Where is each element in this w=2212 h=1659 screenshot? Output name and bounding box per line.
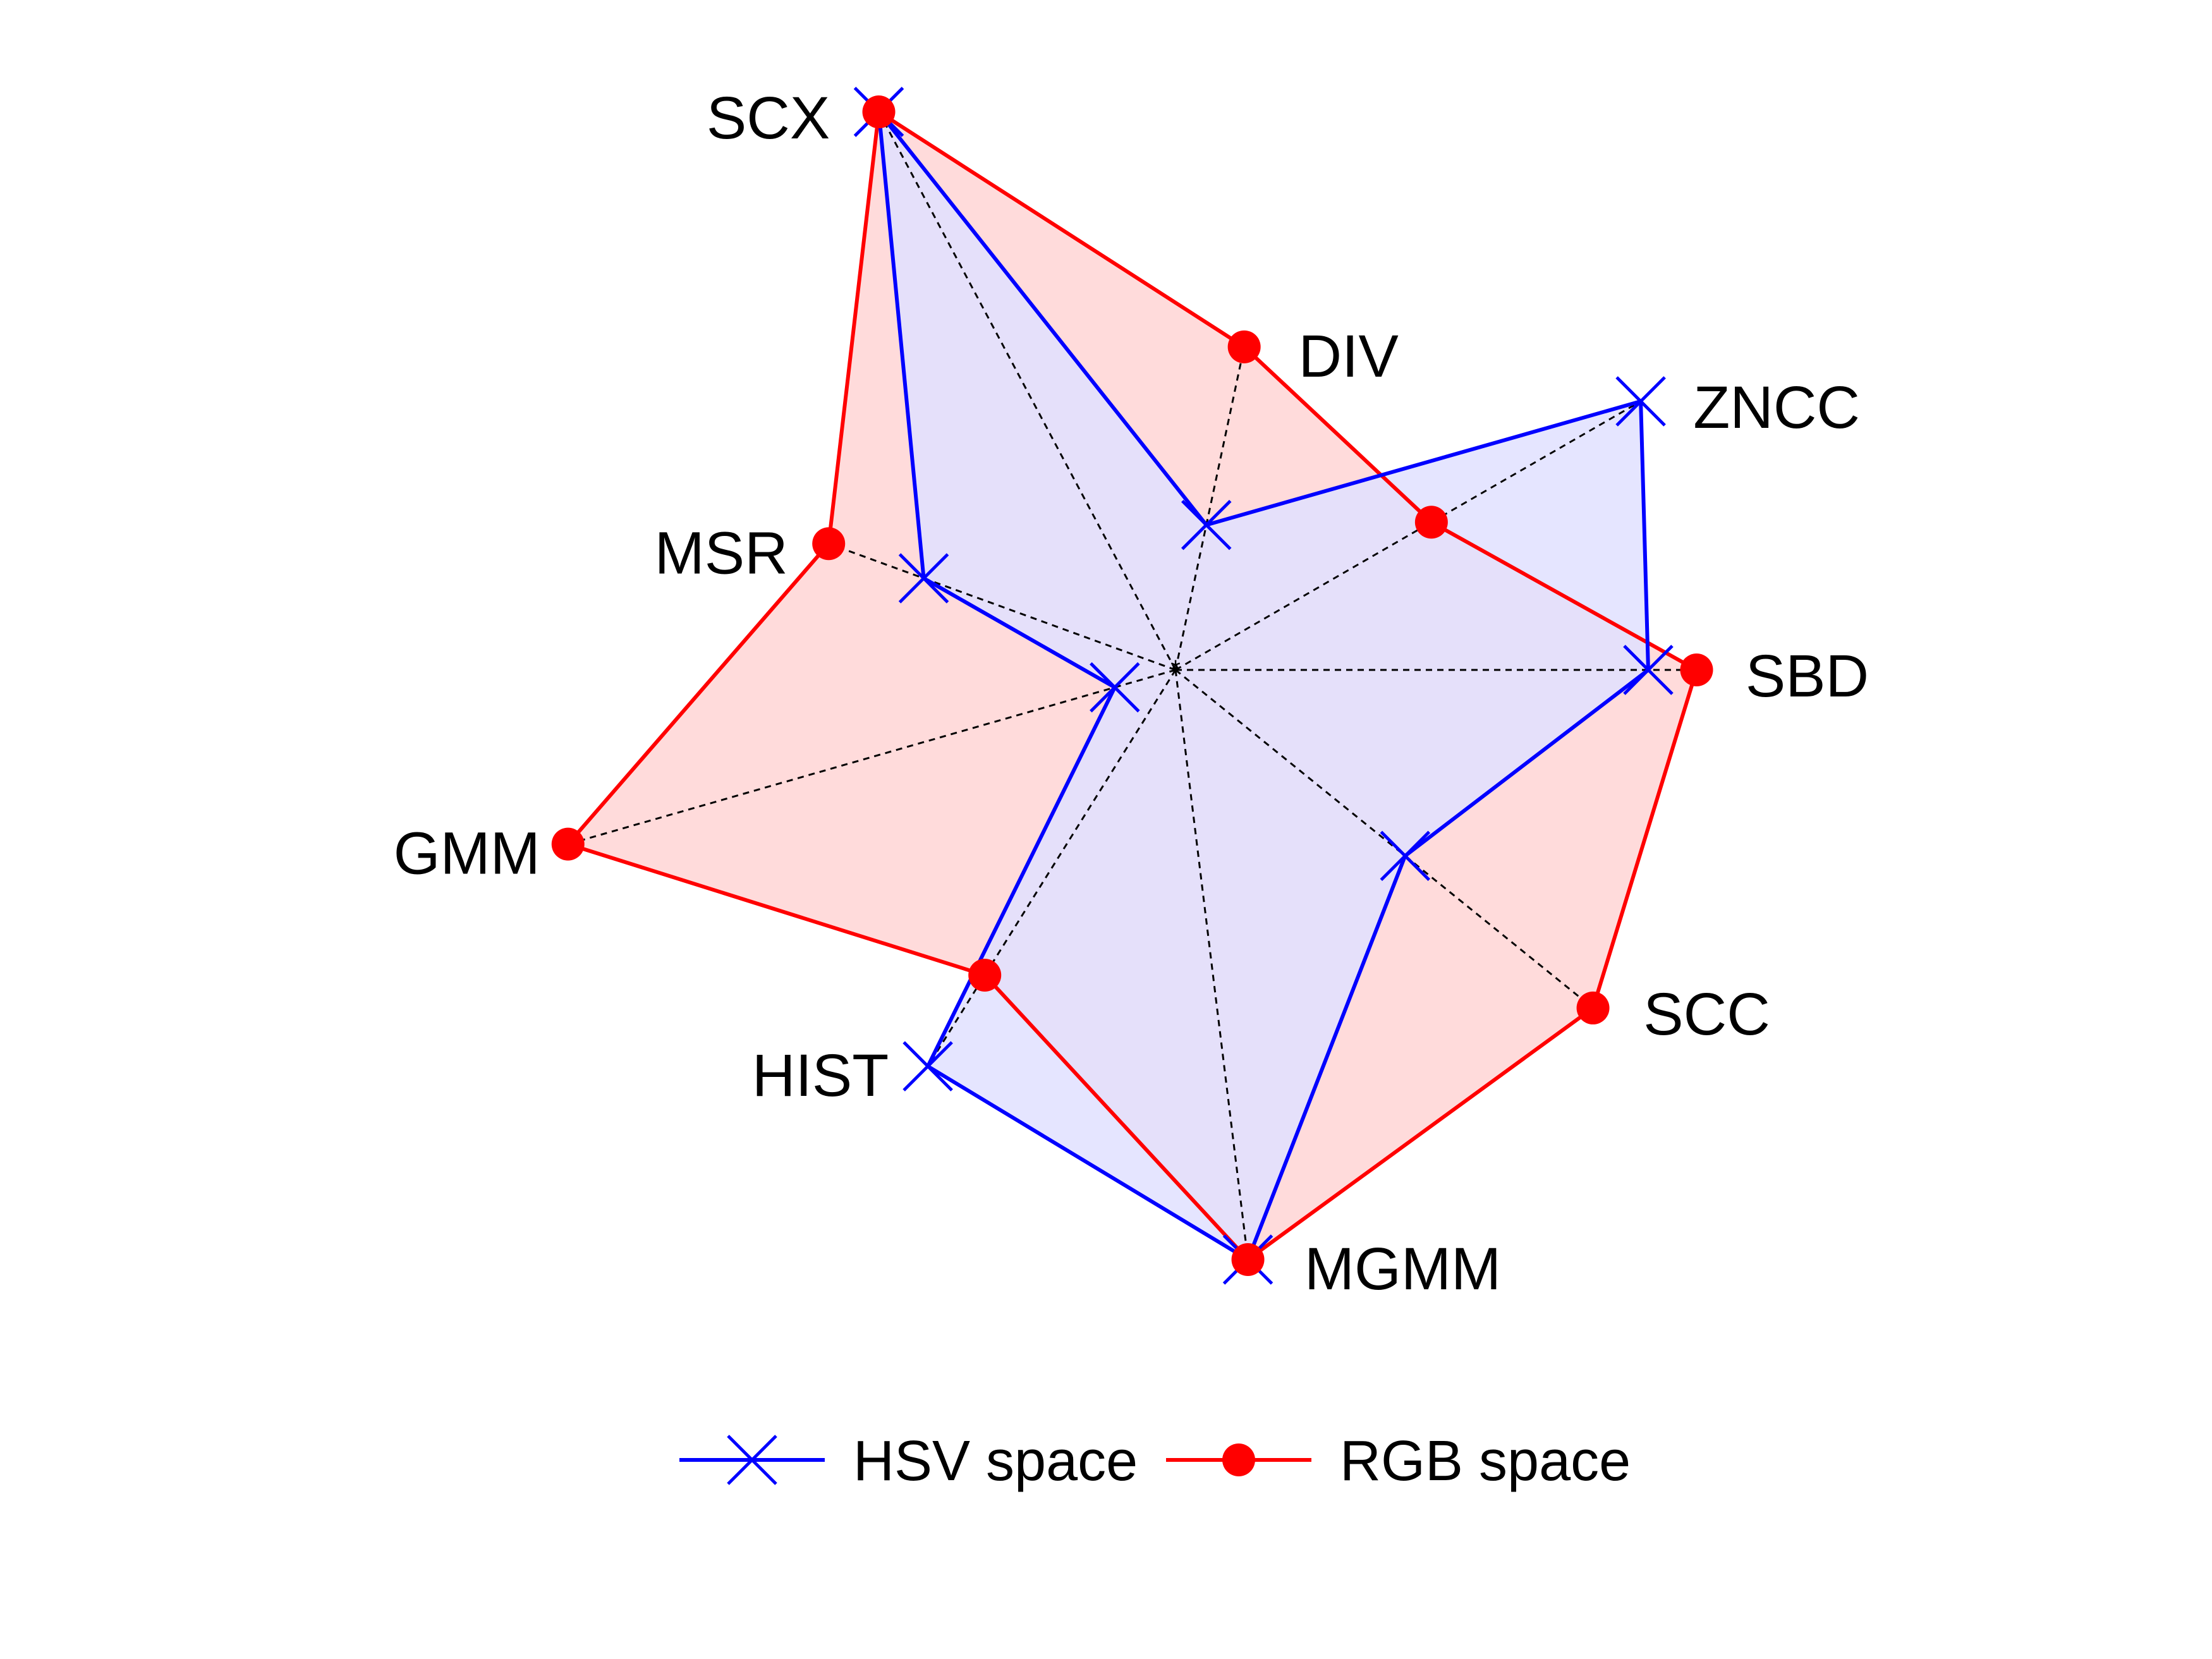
hsv-point-scc (1380, 830, 1431, 881)
hsv-point-msr (898, 553, 949, 604)
spoke-scx (878, 111, 1177, 671)
spoke-scc (1175, 669, 1594, 1009)
axis-label-sbd: SBD (1746, 643, 1869, 710)
series-line-rgb (564, 108, 1699, 1262)
rgb-point-gmm (551, 827, 585, 861)
axis-label-scc: SCC (1643, 981, 1770, 1048)
axis-labels: SBD ZNCC DIV SCX MSR GMM HIST MGMM SCC (394, 85, 1869, 1303)
spoke-mgmm (1174, 669, 1249, 1260)
legend-label: HSV space (853, 1430, 1138, 1493)
axis-label-hist: HIST (752, 1042, 889, 1109)
rgb-point-msr (812, 527, 846, 561)
spoke-zncc (1175, 400, 1641, 671)
rgb-point-scx (862, 95, 896, 129)
rgb-point-div (1227, 330, 1261, 363)
axis-label-mgmm: MGMM (1304, 1236, 1501, 1303)
axis-spokes: * (568, 111, 1697, 1260)
legend-item-rgb: RGB space (1166, 1430, 1631, 1493)
hsv-point-hist (902, 1041, 953, 1091)
spoke-msr (828, 542, 1176, 671)
series-lines (564, 106, 1699, 1263)
legend: HSV space RGB space (679, 1430, 1631, 1493)
axis-label-scx: SCX (707, 85, 830, 152)
legend-label: RGB space (1340, 1430, 1631, 1493)
legend-item-hsv: HSV space (679, 1430, 1138, 1493)
legend-marker (727, 1435, 777, 1485)
rgb-point-mgmm (1231, 1243, 1265, 1276)
axis-label-zncc: ZNCC (1693, 374, 1860, 441)
axis-label-gmm: GMM (394, 820, 540, 887)
spoke-div (1174, 346, 1246, 671)
axis-label-msr: MSR (655, 520, 788, 586)
center-mark: * (1170, 655, 1181, 683)
axis-label-div: DIV (1298, 323, 1398, 390)
hsv-point-zncc (1615, 376, 1666, 427)
rgb-point-hist (968, 958, 1002, 992)
series-fills (568, 112, 1697, 1260)
hsv-point-sbd (1623, 645, 1674, 695)
hsv-point-gmm (1090, 662, 1140, 713)
series-markers (551, 87, 1713, 1285)
rgb-point-scc (1576, 991, 1610, 1024)
rgb-point-zncc (1414, 506, 1448, 539)
hsv-point-div (1181, 499, 1232, 550)
spoke-gmm (568, 669, 1176, 846)
rgb-point-sbd (1680, 653, 1713, 686)
legend-marker (1222, 1443, 1255, 1476)
series-fill-hsv (878, 112, 1648, 1260)
spoke-hist (927, 669, 1177, 1067)
series-line-hsv (876, 106, 1651, 1263)
